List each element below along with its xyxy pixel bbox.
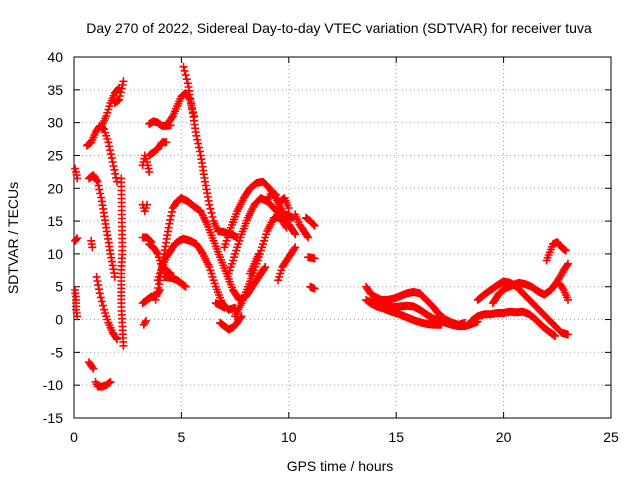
marker-track — [216, 312, 246, 334]
marker-track — [246, 249, 263, 278]
marker-track — [291, 210, 313, 242]
marker-track — [488, 259, 572, 308]
marker-track — [145, 138, 171, 160]
x-tick-label: 15 — [388, 429, 404, 445]
y-tick-label: 20 — [47, 180, 63, 196]
marker-track — [302, 213, 319, 230]
marker-track — [92, 272, 121, 344]
marker-track — [71, 164, 82, 183]
x-tick-label: 0 — [70, 429, 78, 445]
marker-track — [211, 299, 229, 312]
data-series — [71, 62, 572, 391]
marker-track — [274, 243, 300, 285]
plot-frame — [73, 56, 612, 419]
marker-track — [160, 272, 190, 291]
y-tick-label: -10 — [43, 377, 63, 393]
marker-track — [306, 282, 319, 293]
y-tick-labels: -15 -10 -5 0 5 10 15 20 25 30 35 40 — [43, 49, 63, 426]
marker-track — [139, 316, 150, 329]
marker-track — [110, 77, 128, 107]
marker-track — [91, 377, 115, 391]
marker-track — [85, 358, 98, 373]
x-axis-label: GPS time / hours — [287, 458, 394, 474]
x-tick-label: 25 — [603, 429, 619, 445]
marker-track — [473, 277, 572, 339]
x-tick-label: 20 — [496, 429, 512, 445]
y-tick-label: 15 — [47, 213, 63, 229]
marker-track — [276, 194, 293, 212]
x-tick-labels: 0 5 10 15 20 25 — [70, 429, 619, 445]
marker-track — [138, 151, 154, 176]
y-tick-label: -15 — [43, 410, 63, 426]
marker-track — [224, 194, 298, 278]
marker-track — [85, 171, 119, 281]
marker-track — [263, 187, 280, 206]
marker-track — [555, 279, 572, 304]
series-sdtvar — [71, 62, 572, 391]
y-tick-label: 40 — [47, 49, 63, 65]
marker-track — [138, 200, 151, 216]
axis-ticks — [73, 56, 612, 419]
y-axis-label: SDTVAR / TECUs — [5, 182, 21, 294]
y-tick-label: 25 — [47, 147, 63, 163]
y-tick-label: -5 — [51, 344, 64, 360]
marker-track — [304, 253, 319, 263]
y-tick-label: 35 — [47, 82, 63, 98]
marker-track — [71, 286, 82, 321]
marker-track — [117, 174, 128, 350]
marker-track — [71, 234, 82, 245]
marker-track — [467, 307, 560, 340]
y-tick-label: 10 — [47, 246, 63, 262]
x-tick-label: 5 — [178, 429, 186, 445]
chart-title: Day 270 of 2022, Sidereal Day-to-day VTE… — [86, 20, 592, 36]
marker-track — [364, 297, 482, 331]
y-tick-label: 0 — [55, 312, 63, 328]
marker-track — [87, 236, 97, 252]
y-tick-label: 30 — [47, 115, 63, 131]
x-tick-label: 10 — [281, 429, 297, 445]
y-tick-label: 5 — [55, 279, 63, 295]
marker-track — [542, 238, 570, 265]
grid-lines — [74, 57, 611, 418]
